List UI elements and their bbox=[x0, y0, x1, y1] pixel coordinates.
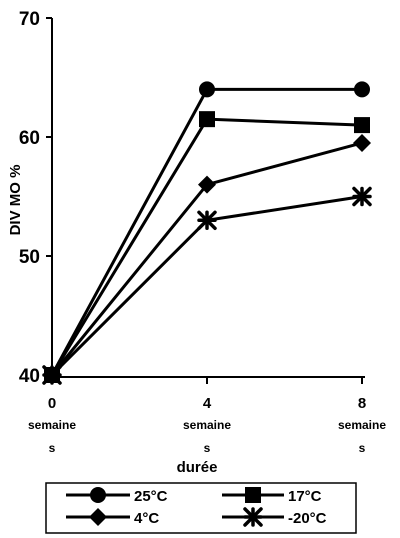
x-tick-sublabel: semaine bbox=[183, 418, 231, 432]
legend-marker-square bbox=[245, 487, 261, 503]
legend: 25°C 17°C 4°C -20°C bbox=[45, 482, 357, 534]
data-point-square bbox=[354, 117, 370, 134]
x-tick-label: 4 bbox=[203, 395, 212, 412]
x-tick-label: 0 bbox=[48, 395, 56, 412]
legend-box bbox=[45, 482, 357, 534]
x-ticks: 0 semaine s 4 semaine s 8 semaine s bbox=[28, 377, 386, 455]
data-point-asterisk bbox=[197, 210, 217, 231]
legend-label: -20°C bbox=[288, 510, 327, 527]
x-tick-sublabel: semaine bbox=[338, 418, 386, 432]
x-tick-sublabel: s bbox=[359, 441, 366, 455]
series-line-1 bbox=[50, 117, 363, 376]
data-point-asterisk bbox=[352, 186, 372, 207]
legend-item: -20°C bbox=[222, 507, 327, 527]
legend-label: 4°C bbox=[134, 510, 159, 527]
data-point-circle bbox=[199, 81, 215, 98]
series-line-0 bbox=[50, 87, 362, 376]
series-markers bbox=[42, 81, 372, 385]
legend-marker-asterisk bbox=[243, 507, 263, 527]
y-tick-label: 40 bbox=[19, 366, 40, 387]
legend-item: 4°C bbox=[66, 508, 159, 527]
data-point-diamond bbox=[198, 175, 216, 194]
series-lines bbox=[50, 87, 363, 377]
data-point-asterisk bbox=[42, 365, 62, 385]
data-point-square bbox=[199, 111, 215, 128]
y-ticks: 40 50 60 70 bbox=[19, 9, 52, 387]
data-point-diamond bbox=[353, 133, 371, 152]
legend-item: 25°C bbox=[66, 487, 168, 505]
x-axis-label: durée bbox=[177, 459, 218, 476]
x-tick-sublabel: semaine bbox=[28, 418, 76, 432]
legend-label: 25°C bbox=[134, 488, 168, 505]
x-tick-sublabel: s bbox=[49, 441, 56, 455]
legend-marker-diamond bbox=[89, 508, 107, 526]
legend-label: 17°C bbox=[288, 488, 322, 505]
data-point-circle bbox=[354, 81, 370, 98]
legend-marker-circle bbox=[90, 487, 106, 503]
x-tick-label: 8 bbox=[358, 395, 366, 412]
legend-item: 17°C bbox=[222, 487, 322, 505]
y-axis-label: DIV MO % bbox=[7, 165, 24, 236]
y-tick-label: 70 bbox=[19, 9, 40, 30]
axes bbox=[51, 18, 365, 378]
y-tick-label: 60 bbox=[19, 128, 40, 149]
x-tick-sublabel: s bbox=[204, 441, 211, 455]
y-tick-label: 50 bbox=[19, 247, 40, 268]
